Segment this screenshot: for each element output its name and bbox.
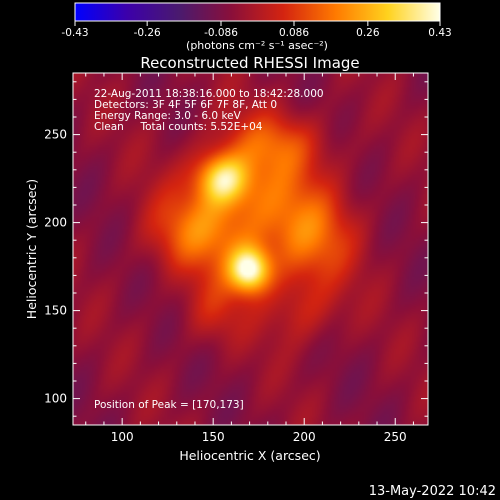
- annotation-detectors: Detectors: 3F 4F 5F 6F 7F 8F, Att 0: [94, 99, 277, 111]
- axis-ticks: 100 150 200 250 100 150 200 250: [44, 73, 428, 444]
- y-axis-label: Heliocentric Y (arcsec): [24, 179, 39, 319]
- heatmap-image: [73, 73, 428, 425]
- y-tick-label: 100: [44, 392, 67, 406]
- y-tick-label: 150: [44, 304, 67, 318]
- footer-timestamp: 13-May-2022 10:42: [369, 484, 496, 499]
- peak-position-label: Position of Peak = [170,173]: [94, 399, 244, 411]
- x-tick-label: 150: [202, 430, 225, 444]
- x-tick-label: 250: [384, 430, 407, 444]
- colorbar-tick-label: -0.086: [204, 27, 238, 39]
- colorbar-ticks: -0.43 -0.26 -0.086 0.086 0.26 0.43: [61, 21, 452, 39]
- annotation-energy-range: Energy Range: 3.0 - 6.0 keV: [94, 110, 242, 122]
- colorbar-unit-label: (photons cm⁻² s⁻¹ asec⁻²): [186, 39, 328, 52]
- colorbar-tick-label: 0.086: [279, 27, 309, 39]
- colorbar-tick-label: 0.26: [356, 27, 380, 39]
- chart-title: Reconstructed RHESSI Image: [140, 54, 359, 72]
- y-tick-label: 200: [44, 216, 67, 230]
- y-tick-label: 250: [44, 128, 67, 142]
- annotation-time-range: 22-Aug-2011 18:38:16.000 to 18:42:28.000: [94, 88, 324, 100]
- x-tick-label: 200: [293, 430, 316, 444]
- colorbar-tick-label: -0.26: [134, 27, 161, 39]
- colorbar-tick-label: 0.43: [428, 27, 451, 39]
- annotation-clean-counts: Clean Total counts: 5.52E+04: [94, 121, 263, 133]
- x-tick-label: 100: [111, 430, 134, 444]
- x-axis-label: Heliocentric X (arcsec): [179, 448, 320, 463]
- colorbar-tick-label: -0.43: [61, 27, 88, 39]
- plot-frame: [72, 72, 429, 426]
- colorbar: [74, 2, 441, 22]
